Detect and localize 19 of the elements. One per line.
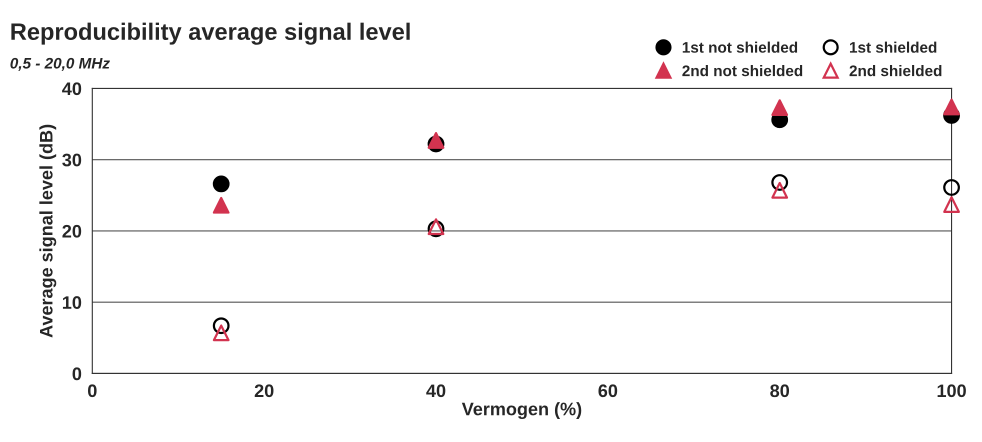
y-tick-label: 10 <box>62 296 82 309</box>
x-tick-label: 80 <box>770 384 790 398</box>
chart-subtitle: 0,5 - 20,0 MHz <box>10 58 110 71</box>
chart-title: Reproducibility average signal level <box>11 22 410 45</box>
legend-label: 1st shielded <box>850 42 936 53</box>
x-tick-label: 20 <box>254 384 274 398</box>
legend-label: 2nd not shielded <box>682 64 802 76</box>
y-axis-title: Average signal level (dB) <box>39 124 56 338</box>
x-tick-label: 0 <box>88 384 97 398</box>
x-tick-label: 40 <box>426 384 446 398</box>
y-tick-label: 40 <box>62 82 82 96</box>
x-tick-label: 60 <box>598 384 618 398</box>
legend-label: 1st not shielded <box>682 42 798 53</box>
y-tick-label: 30 <box>62 154 82 166</box>
legend-label: 2nd shielded <box>850 64 942 76</box>
x-axis-title: Vermogen (%) <box>462 402 582 420</box>
x-tick-label: 100 <box>938 384 966 398</box>
y-tick-label: 0 <box>72 367 82 380</box>
y-tick-label: 20 <box>62 224 82 238</box>
